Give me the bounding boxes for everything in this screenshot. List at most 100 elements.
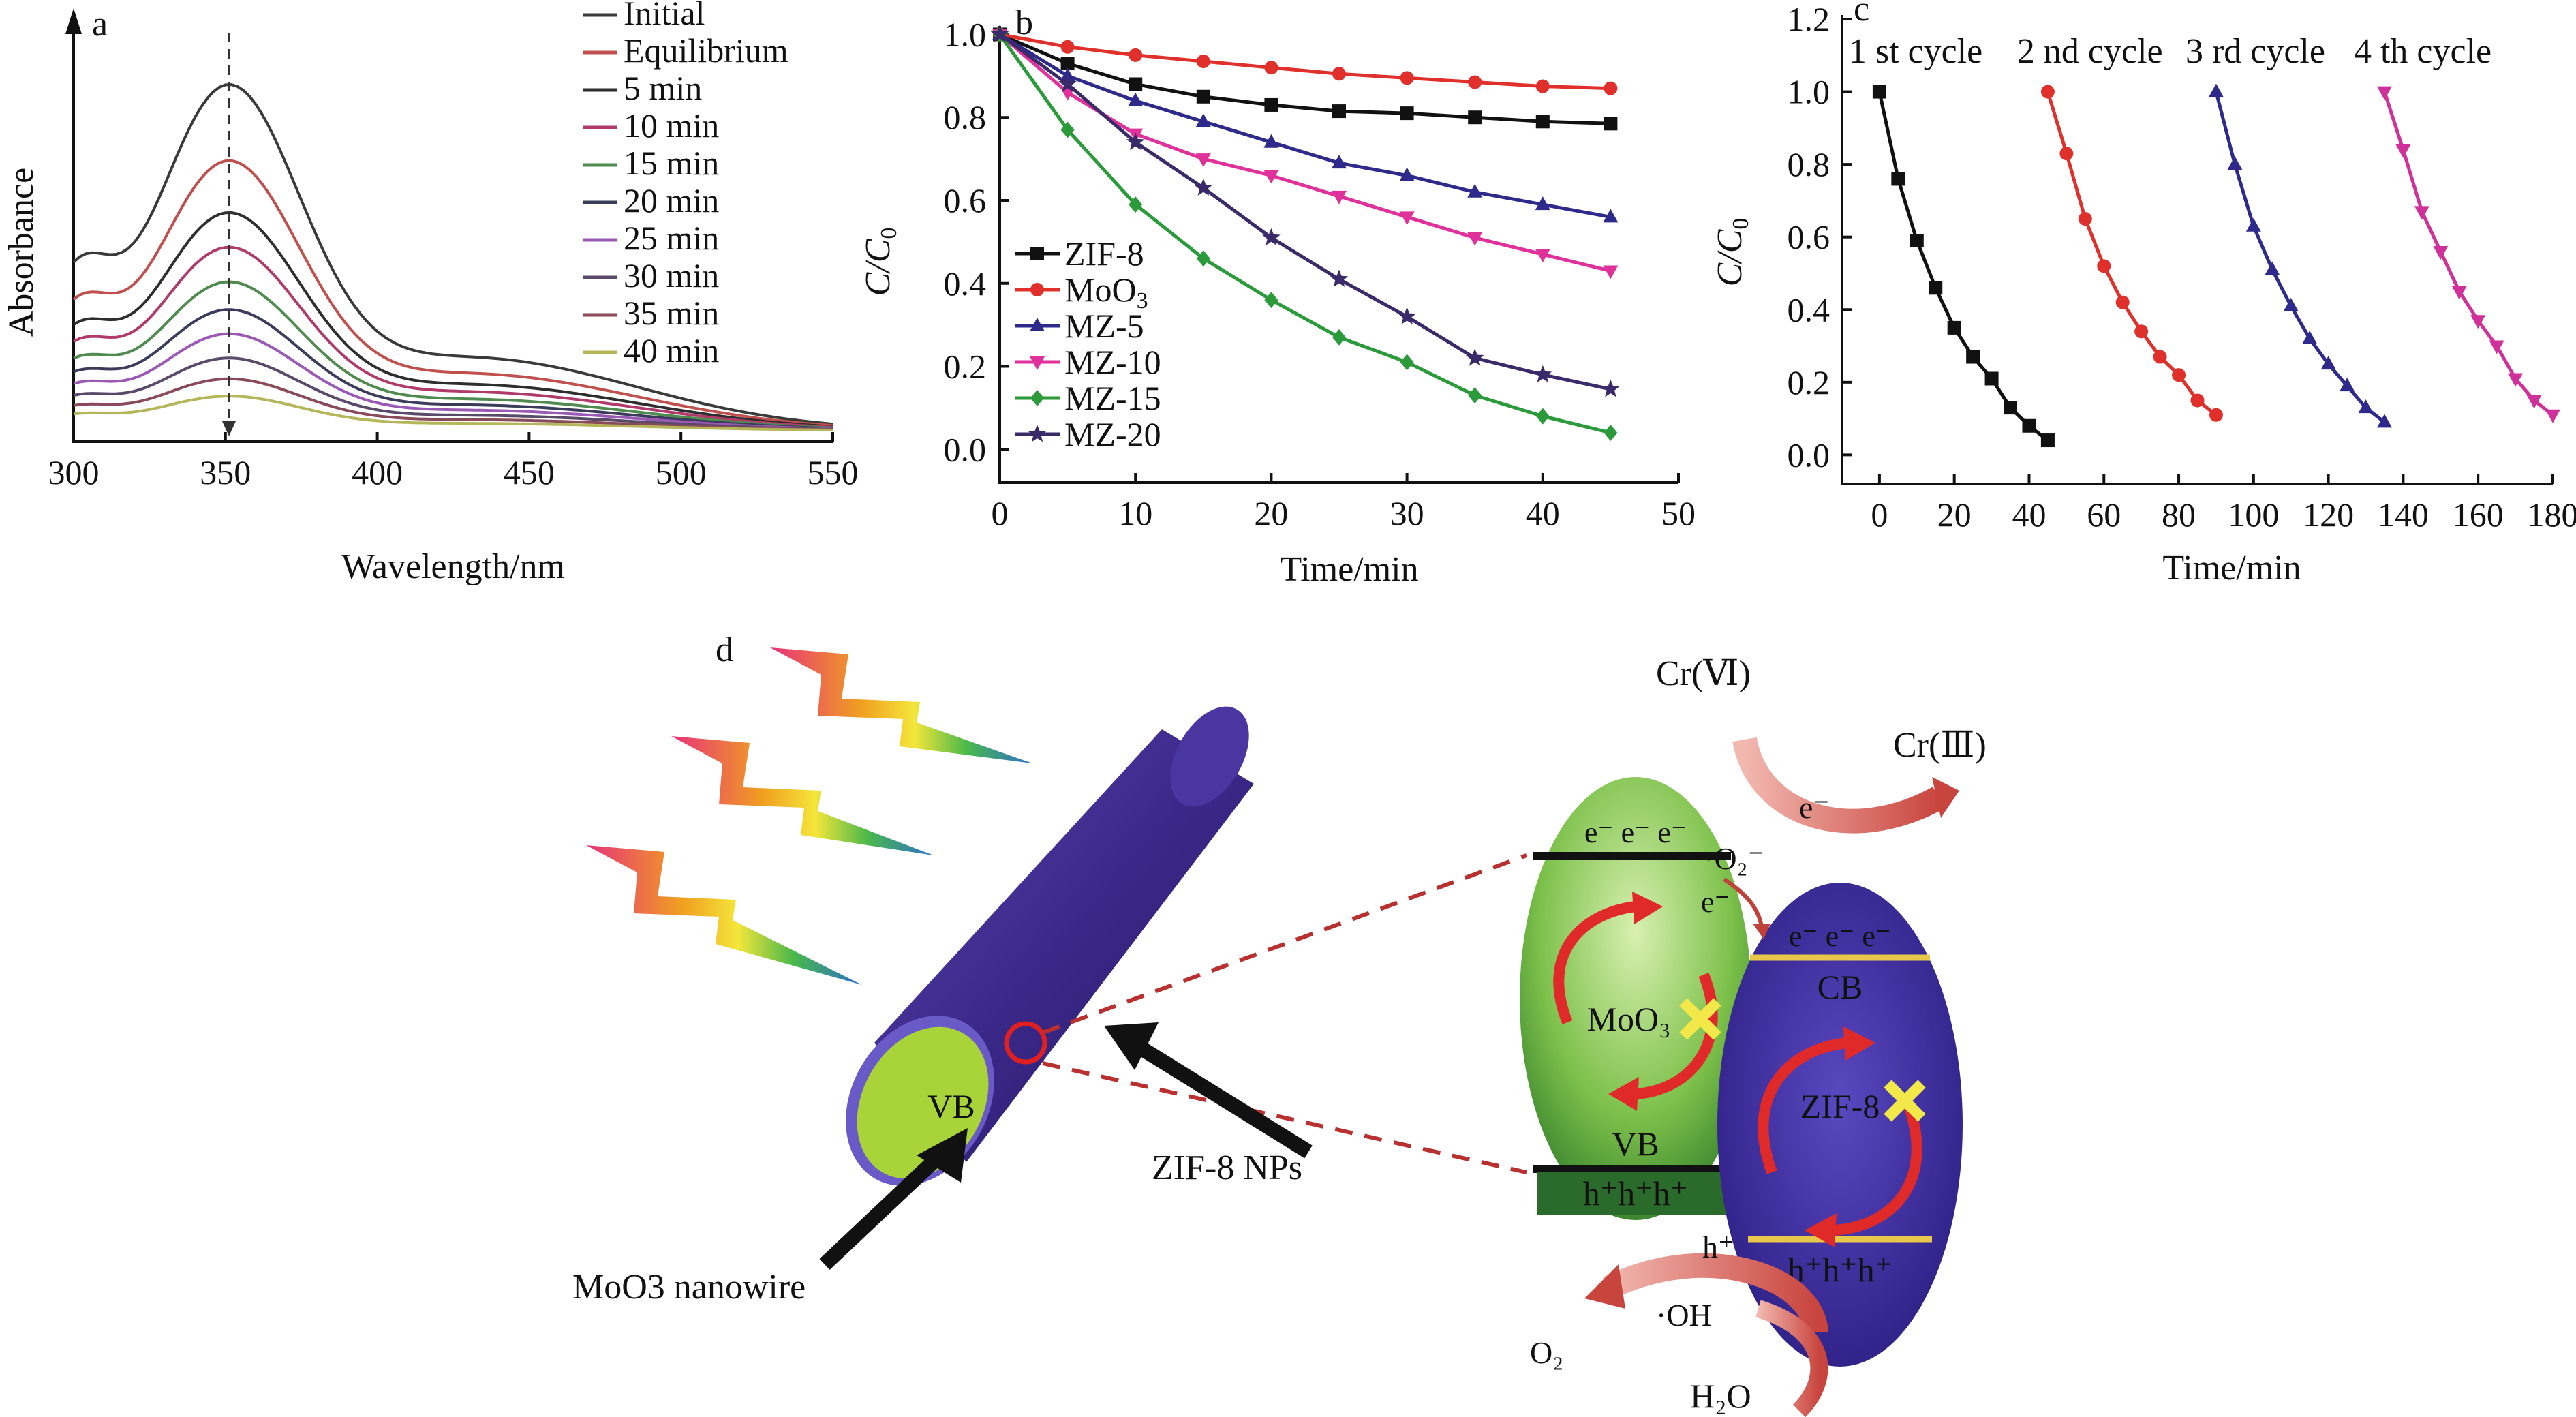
moo3-cycle-arrow xyxy=(1635,973,1718,1099)
panel-c-xlabel: Time/min xyxy=(2162,549,2301,588)
data-point xyxy=(2451,286,2467,300)
y-tick-label: 0.2 xyxy=(1788,363,1830,401)
panel-c-ylabel: C/C0 xyxy=(1711,218,1753,287)
data-point xyxy=(2545,409,2560,423)
data-point xyxy=(2376,86,2392,100)
x-tick-label: 350 xyxy=(200,453,251,491)
zif-cycle-arrow xyxy=(1758,1037,1847,1174)
data-point xyxy=(2340,378,2355,392)
absorbance-curve xyxy=(72,83,833,426)
data-point xyxy=(1467,183,1483,198)
superoxide-label: ·O₂⁻ xyxy=(1704,841,1764,876)
panel-b-series xyxy=(990,25,1620,441)
zif8-band-ellipse: e⁻ e⁻ e⁻ CB ZIF-8 h⁺h⁺h⁺ xyxy=(1717,883,1963,1367)
panel-b-xlabel: Time/min xyxy=(1280,550,1418,589)
y-tick-label: 0.4 xyxy=(1788,290,1830,329)
panel-d-letter: d xyxy=(716,630,733,669)
legend-label: Initial xyxy=(624,0,705,32)
data-point xyxy=(2433,246,2449,260)
data-point xyxy=(1535,79,1550,93)
water-oxidation-arrow-lower xyxy=(1755,1300,1828,1417)
zif-holes: h⁺h⁺h⁺ xyxy=(1788,1251,1892,1289)
data-point xyxy=(1264,97,1278,112)
legend-label: MoO3 xyxy=(1064,271,1148,314)
data-point xyxy=(1263,170,1279,184)
cycle-line xyxy=(1877,91,2049,442)
data-point xyxy=(2414,206,2429,220)
data-point xyxy=(2040,433,2055,448)
moo3-hole-band xyxy=(1537,1172,1734,1215)
data-point xyxy=(2395,144,2411,158)
data-point xyxy=(1399,211,1415,226)
data-point xyxy=(1929,281,1943,295)
data-point xyxy=(1533,365,1552,383)
data-point xyxy=(990,25,1009,42)
nanowire-arrow xyxy=(819,1128,968,1270)
x-tick-label: 50 xyxy=(1661,494,1696,532)
legend-label: 35 min xyxy=(624,294,719,332)
nanowire-label: MoO3 nanowire xyxy=(572,1268,806,1307)
y-tick-label: 0.6 xyxy=(1788,218,1830,256)
x-tick-label: 40 xyxy=(1526,494,1560,532)
series-line xyxy=(998,33,1611,391)
legend-label: 15 min xyxy=(624,144,719,182)
zif-cb-label: CB xyxy=(1818,968,1863,1006)
data-point xyxy=(1060,57,1075,71)
data-point xyxy=(2302,330,2318,344)
absorbance-curve xyxy=(73,395,833,431)
data-point xyxy=(2470,315,2486,329)
data-point xyxy=(2078,212,2092,226)
data-point xyxy=(1129,196,1143,213)
data-point xyxy=(1060,40,1075,54)
data-point xyxy=(2097,259,2111,273)
x-tick-label: 20 xyxy=(1937,496,1972,534)
panel-c-letter: c xyxy=(1854,0,1869,29)
moo3-electrons: e⁻ e⁻ e⁻ xyxy=(1584,816,1687,849)
zif-electrons: e⁻ e⁻ e⁻ xyxy=(1789,919,1891,953)
data-point xyxy=(1126,132,1145,151)
data-point xyxy=(2059,147,2074,161)
cycle-arrowhead-icon xyxy=(1632,892,1663,924)
data-point xyxy=(1398,307,1416,324)
cr-electron-label: e⁻ xyxy=(1799,790,1830,825)
x-tick-label: 300 xyxy=(48,453,99,491)
data-point xyxy=(2172,368,2186,382)
data-point xyxy=(2283,297,2299,311)
data-point xyxy=(1468,75,1482,89)
data-point xyxy=(1060,67,1075,82)
electron-transfer-arrow xyxy=(1723,877,1764,928)
data-point xyxy=(1028,425,1047,442)
cr-reduction-arrow xyxy=(1732,737,1945,834)
light-bolt-icon xyxy=(770,647,1032,763)
data-point xyxy=(1263,134,1279,148)
panel-a-ylabel: Absorbance xyxy=(2,168,41,337)
x-tick-label: 500 xyxy=(656,453,707,491)
y-tick-label: 0.4 xyxy=(944,264,987,303)
down-arrow-icon xyxy=(222,421,236,436)
data-point xyxy=(2358,399,2374,414)
data-point xyxy=(1535,196,1550,211)
cr6-label: Cr(Ⅵ) xyxy=(1656,654,1751,693)
data-point xyxy=(1399,167,1415,181)
data-point xyxy=(2245,217,2261,232)
data-point xyxy=(2489,340,2504,354)
legend-label: MZ-20 xyxy=(1064,415,1161,453)
legend-label: Equilibrium xyxy=(624,31,788,70)
arrowhead-icon xyxy=(1932,777,1959,818)
absorbance-curve xyxy=(73,245,833,429)
panel-c-series: 1 st cycle 2 nd cycle 3 rd cycle 4 th cycle xyxy=(1849,32,2560,448)
cycle-label: 4 th cycle xyxy=(2354,32,2491,71)
legend-label: MZ-5 xyxy=(1064,307,1144,345)
x-mark-icon xyxy=(1884,1080,1926,1122)
data-point xyxy=(2320,356,2336,370)
data-point xyxy=(2190,393,2205,408)
data-point xyxy=(1058,74,1077,92)
x-tick-label: 30 xyxy=(1390,494,1424,532)
panel-a-x-ticks: 300 350 400 450 500 550 xyxy=(48,432,859,491)
legend-label: 5 min xyxy=(624,69,702,107)
moo3-nanowire: VB xyxy=(846,706,1254,1186)
data-point xyxy=(1468,110,1482,125)
data-point xyxy=(1262,228,1281,246)
